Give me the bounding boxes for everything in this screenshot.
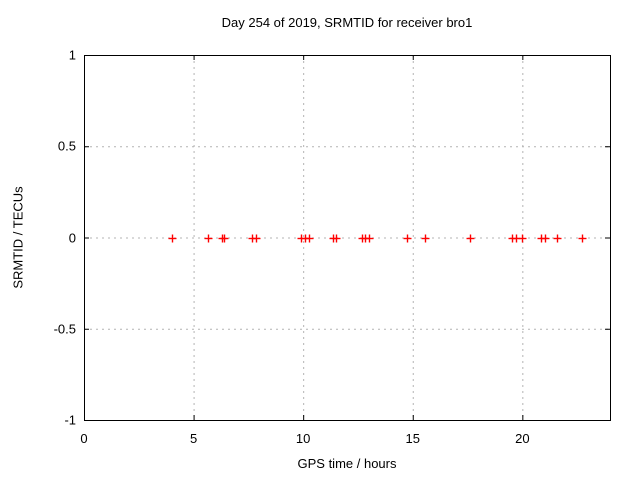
data-point-marker (252, 234, 261, 243)
y-tick-label: -1 (64, 412, 76, 428)
y-tick-label: 0 (68, 230, 76, 245)
x-tick-label: 5 (189, 431, 198, 446)
data-point-marker (421, 234, 430, 243)
data-point-marker (553, 234, 562, 243)
data-point-marker (204, 234, 213, 243)
data-point-marker (403, 234, 412, 243)
x-tick-label: 15 (405, 431, 420, 446)
x-tick-label: 0 (80, 431, 88, 446)
data-point-marker (466, 234, 475, 243)
y-tick-label: 1 (68, 47, 76, 63)
chart-title: Day 254 of 2019, SRMTID for receiver bro… (221, 15, 473, 30)
data-point-marker (332, 234, 341, 243)
data-point-marker (541, 234, 550, 243)
y-tick-label: -0.5 (53, 321, 76, 337)
data-point-marker (305, 234, 314, 243)
data-point-marker (518, 234, 527, 243)
x-axis-label: GPS time / hours (297, 456, 397, 471)
data-point-marker (168, 234, 177, 243)
data-point-marker (578, 234, 587, 243)
data-point-marker (220, 234, 229, 243)
x-tick-label: 20 (515, 431, 530, 446)
y-tick-label: 0.5 (57, 138, 76, 154)
data-point-marker (365, 234, 374, 243)
x-tick-label: 10 (295, 431, 311, 446)
